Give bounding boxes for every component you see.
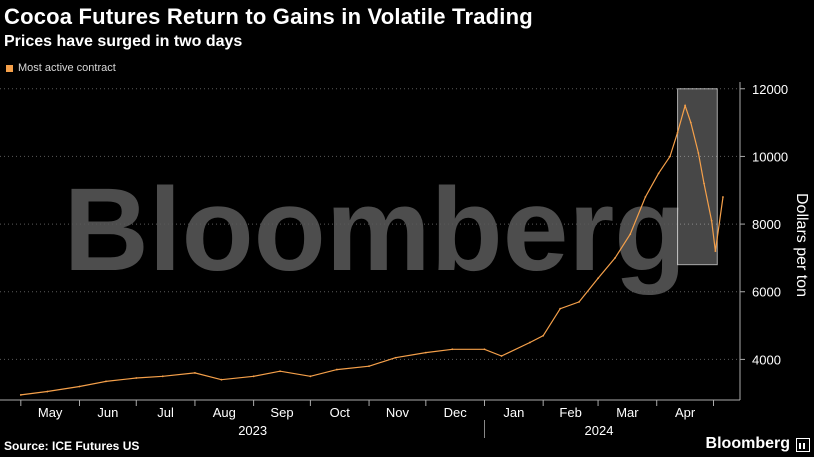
x-tick-label: Mar xyxy=(616,405,639,420)
data-point xyxy=(559,307,562,310)
data-point xyxy=(483,348,486,351)
data-point xyxy=(597,277,599,280)
y-tick-label: 4000 xyxy=(752,352,781,367)
x-tick-label: Jul xyxy=(157,405,174,420)
data-point xyxy=(394,356,397,359)
data-point xyxy=(542,334,545,337)
data-point xyxy=(614,257,616,259)
data-point xyxy=(19,394,22,396)
data-point xyxy=(722,196,724,198)
y-tick-label: 8000 xyxy=(752,217,781,232)
data-point xyxy=(279,370,282,373)
data-point xyxy=(194,372,196,374)
data-point xyxy=(684,104,687,107)
data-point xyxy=(500,355,503,357)
data-point xyxy=(689,121,692,124)
data-point xyxy=(657,172,660,175)
data-point xyxy=(252,375,255,378)
data-point xyxy=(676,131,679,134)
x-tick-label: Aug xyxy=(213,405,236,420)
source-note: Source: ICE Futures US xyxy=(4,439,140,453)
watermark: Bloomberg xyxy=(64,164,687,296)
x-tick-label: May xyxy=(38,405,63,420)
data-point xyxy=(161,375,164,378)
data-point xyxy=(135,377,138,379)
x-tick-label: Feb xyxy=(559,405,581,420)
data-point xyxy=(710,219,713,222)
data-point xyxy=(669,155,671,158)
data-point xyxy=(309,375,312,378)
data-point xyxy=(644,196,647,198)
legend-swatch xyxy=(6,64,13,72)
y-axis-label: Dollars per ton xyxy=(793,193,810,297)
y-tick-label: 6000 xyxy=(752,285,781,300)
x-tick-label: Jan xyxy=(503,405,524,420)
chart-title: Cocoa Futures Return to Gains in Volatil… xyxy=(4,4,533,29)
x-tick-label: Nov xyxy=(386,405,410,420)
data-point xyxy=(78,385,81,388)
x-year-label: 2024 xyxy=(585,423,614,438)
data-point xyxy=(335,368,338,371)
legend-label: Most active contract xyxy=(18,62,116,74)
x-tick-label: Oct xyxy=(330,405,351,420)
data-point xyxy=(220,378,223,381)
data-point xyxy=(451,348,454,351)
x-tick-label: Apr xyxy=(675,405,696,420)
data-point xyxy=(629,233,632,236)
data-point xyxy=(529,341,531,344)
series-line xyxy=(20,103,724,396)
data-point xyxy=(578,300,581,303)
data-point xyxy=(368,365,370,368)
data-point xyxy=(714,250,717,253)
data-point xyxy=(46,390,49,393)
legend: Most active contract xyxy=(6,62,116,74)
x-tick-label: Sep xyxy=(270,405,293,420)
x-tick-label: Dec xyxy=(444,405,468,420)
y-tick-label: 12000 xyxy=(752,82,788,97)
data-point xyxy=(697,152,700,154)
highlight-box xyxy=(677,88,718,266)
bloomberg-terminal-icon xyxy=(796,438,810,452)
x-year-label: 2023 xyxy=(238,423,267,438)
chart-subtitle: Prices have surged in two days xyxy=(4,33,243,50)
y-tick-label: 10000 xyxy=(752,149,788,164)
brand-logo: Bloomberg xyxy=(705,435,790,452)
data-point xyxy=(105,380,107,383)
data-point xyxy=(424,351,427,354)
x-tick-label: Jun xyxy=(97,405,118,420)
data-point xyxy=(703,182,705,185)
